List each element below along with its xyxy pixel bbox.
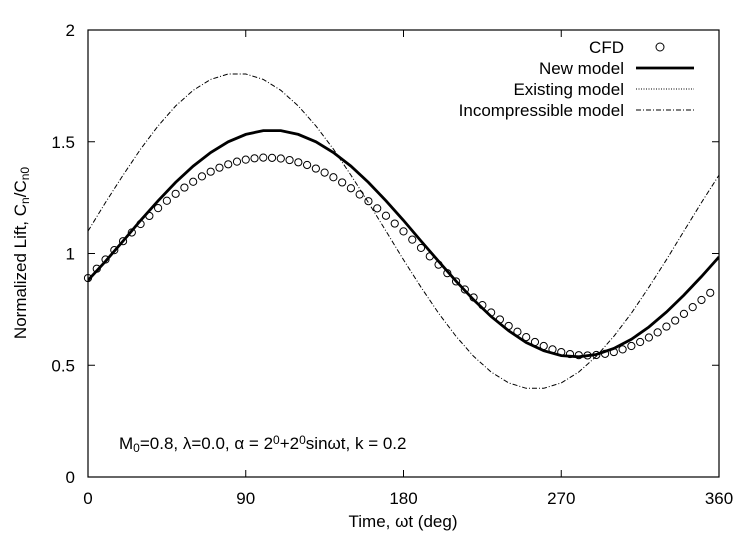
annotation-p2: =0.8, λ=0.0, α = 2 — [140, 434, 273, 453]
point-cfd — [565, 349, 575, 359]
point-cfd — [416, 243, 426, 253]
x-tick-label: 270 — [547, 489, 575, 508]
point-cfd — [697, 295, 706, 305]
point-cfd — [364, 197, 373, 206]
point-cfd — [636, 337, 645, 347]
y-axis-label-mid: /C — [11, 180, 30, 197]
point-cfd — [180, 183, 189, 192]
point-cfd — [653, 328, 662, 337]
annotation-p1: M — [119, 434, 133, 453]
y-tick-label: 0 — [66, 468, 75, 487]
legend: CFD New model Existing model Incompressi… — [459, 38, 694, 120]
annotation-p1-sub: 0 — [133, 441, 140, 455]
point-cfd — [644, 333, 653, 342]
point-cfd — [627, 341, 636, 351]
y-tick-label: 0.5 — [51, 356, 75, 375]
point-cfd — [320, 168, 329, 177]
annotation-p3-sup: 0 — [299, 433, 306, 447]
legend-label-existing-model: Existing model — [513, 80, 624, 99]
point-cfd — [311, 164, 320, 173]
point-cfd — [338, 178, 347, 187]
point-cfd — [688, 303, 697, 312]
point-cfd — [154, 204, 163, 213]
point-cfd — [189, 177, 198, 186]
point-cfd — [118, 237, 128, 246]
point-cfd — [329, 173, 338, 182]
legend-label-incompressible-model: Incompressible model — [459, 101, 624, 120]
point-cfd — [373, 204, 382, 213]
point-cfd — [390, 219, 399, 228]
chart-annotation: M0=0.8, λ=0.0, α = 20+20sinωt, k = 0.2 — [119, 433, 406, 455]
point-cfd — [662, 322, 671, 331]
y-tick-label: 1 — [66, 245, 75, 264]
point-cfd — [706, 288, 715, 297]
legend-marker-cfd — [655, 42, 665, 52]
point-cfd — [110, 246, 119, 255]
legend-label-new-model: New model — [539, 59, 624, 78]
point-cfd — [408, 235, 417, 244]
x-tick-label: 180 — [389, 489, 417, 508]
plot-frame — [87, 29, 720, 478]
series-line-incompressible-model — [88, 73, 719, 389]
point-cfd — [355, 190, 364, 199]
point-cfd — [224, 160, 233, 169]
point-cfd — [399, 227, 408, 236]
point-cfd — [294, 158, 303, 167]
x-axis-label: Time, ωt (deg) — [349, 512, 458, 531]
point-cfd — [679, 309, 689, 318]
x-tick-label: 0 — [83, 489, 92, 508]
point-cfd — [451, 277, 461, 286]
x-tick-label: 360 — [705, 489, 733, 508]
point-cfd — [232, 157, 242, 166]
point-cfd — [381, 211, 391, 220]
y-tick-label: 1.5 — [51, 133, 75, 152]
point-cfd — [171, 189, 180, 198]
point-cfd — [285, 155, 294, 165]
point-cfd — [460, 285, 469, 294]
point-cfd — [197, 172, 207, 181]
point-cfd — [206, 167, 215, 176]
y-axis-label-main: Normalized Lift, C — [11, 204, 30, 339]
point-cfd — [346, 184, 356, 193]
point-cfd — [215, 163, 224, 172]
y-axis-label-sub2: n0 — [18, 167, 32, 181]
annotation-p3: +2 — [280, 434, 299, 453]
point-cfd — [302, 160, 312, 170]
point-cfd — [259, 153, 268, 162]
point-cfd — [618, 345, 627, 354]
series-layer — [83, 73, 719, 389]
y-axis-label: Normalized Lift, Cn/Cn0 — [11, 167, 32, 339]
point-cfd — [267, 153, 277, 162]
point-cfd — [671, 316, 680, 325]
point-cfd — [522, 332, 531, 342]
series-line-new-model — [88, 129, 719, 359]
point-cfd — [162, 196, 171, 205]
point-cfd — [250, 154, 259, 163]
legend-label-cfd: CFD — [589, 38, 624, 57]
y-axis-label-sub1: n — [18, 197, 32, 204]
axis-ticks: 0 90 180 270 360 0 0.5 1 1.5 2 — [51, 21, 733, 508]
point-cfd — [241, 155, 250, 164]
annotation-p2-sup: 0 — [273, 433, 280, 447]
x-tick-label: 90 — [236, 489, 255, 508]
annotation-p4: sinωt, k = 0.2 — [306, 434, 407, 453]
point-cfd — [276, 154, 285, 163]
y-tick-label: 2 — [66, 21, 75, 40]
